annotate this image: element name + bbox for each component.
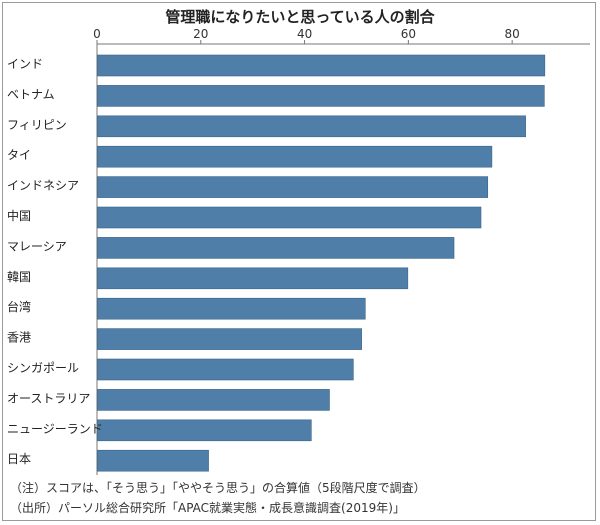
bar (97, 54, 546, 77)
bar-chart: 0 20 40 60 80 インドベトナムフィリピンタイインドネシア中国マレーシア韓国台… (7, 27, 590, 475)
category-label: 韓国 (7, 270, 31, 284)
bar (97, 237, 455, 259)
bar (97, 145, 493, 168)
bar (97, 419, 312, 442)
category-label: 日本 (7, 452, 31, 466)
category-label: インド (7, 57, 43, 71)
x-tick-label: 80 (505, 27, 520, 41)
bar (97, 206, 482, 229)
category-label: 台湾 (7, 299, 31, 314)
bar (97, 85, 545, 107)
bar (97, 267, 409, 290)
bar (97, 449, 209, 472)
category-label: オーストラリア (7, 391, 90, 405)
bar (97, 389, 330, 411)
chart-title: 管理職になりたいと思っている人の割合 (165, 8, 435, 26)
category-label: ベトナム (7, 87, 55, 101)
category-label: フィリピン (7, 118, 67, 132)
x-tick-label: 40 (297, 27, 312, 41)
bar (97, 358, 354, 381)
bars (97, 54, 546, 472)
category-label: ニュージーランド (7, 422, 103, 436)
bar (97, 297, 366, 320)
chart-notes: （注）スコアは、「そう思う」「ややそう思う」の合算値（5段階尺度で調査） （出所… (10, 478, 590, 518)
x-tick-label: 0 (93, 27, 101, 41)
category-label: シンガポール (7, 361, 79, 375)
bar (97, 115, 526, 138)
category-label: インドネシア (7, 179, 79, 193)
source-text: （出所）パーソル総合研究所「APAC就業実態・成長意識調査(2019年)」 (10, 501, 405, 515)
x-tick-label: 20 (193, 27, 208, 41)
category-label: 香港 (7, 331, 31, 345)
category-label: タイ (7, 148, 31, 162)
bar (97, 176, 489, 198)
category-label: 中国 (7, 208, 31, 223)
note-text: （注）スコアは、「そう思う」「ややそう思う」の合算値（5段階尺度で調査） (10, 481, 426, 495)
x-axis-ticks: 0 20 40 60 80 (93, 27, 590, 475)
x-tick-label: 60 (401, 27, 416, 41)
bar (97, 328, 362, 350)
category-label: マレーシア (7, 239, 67, 253)
category-labels: インドベトナムフィリピンタイインドネシア中国マレーシア韓国台湾香港シンガポールオ… (7, 57, 103, 466)
